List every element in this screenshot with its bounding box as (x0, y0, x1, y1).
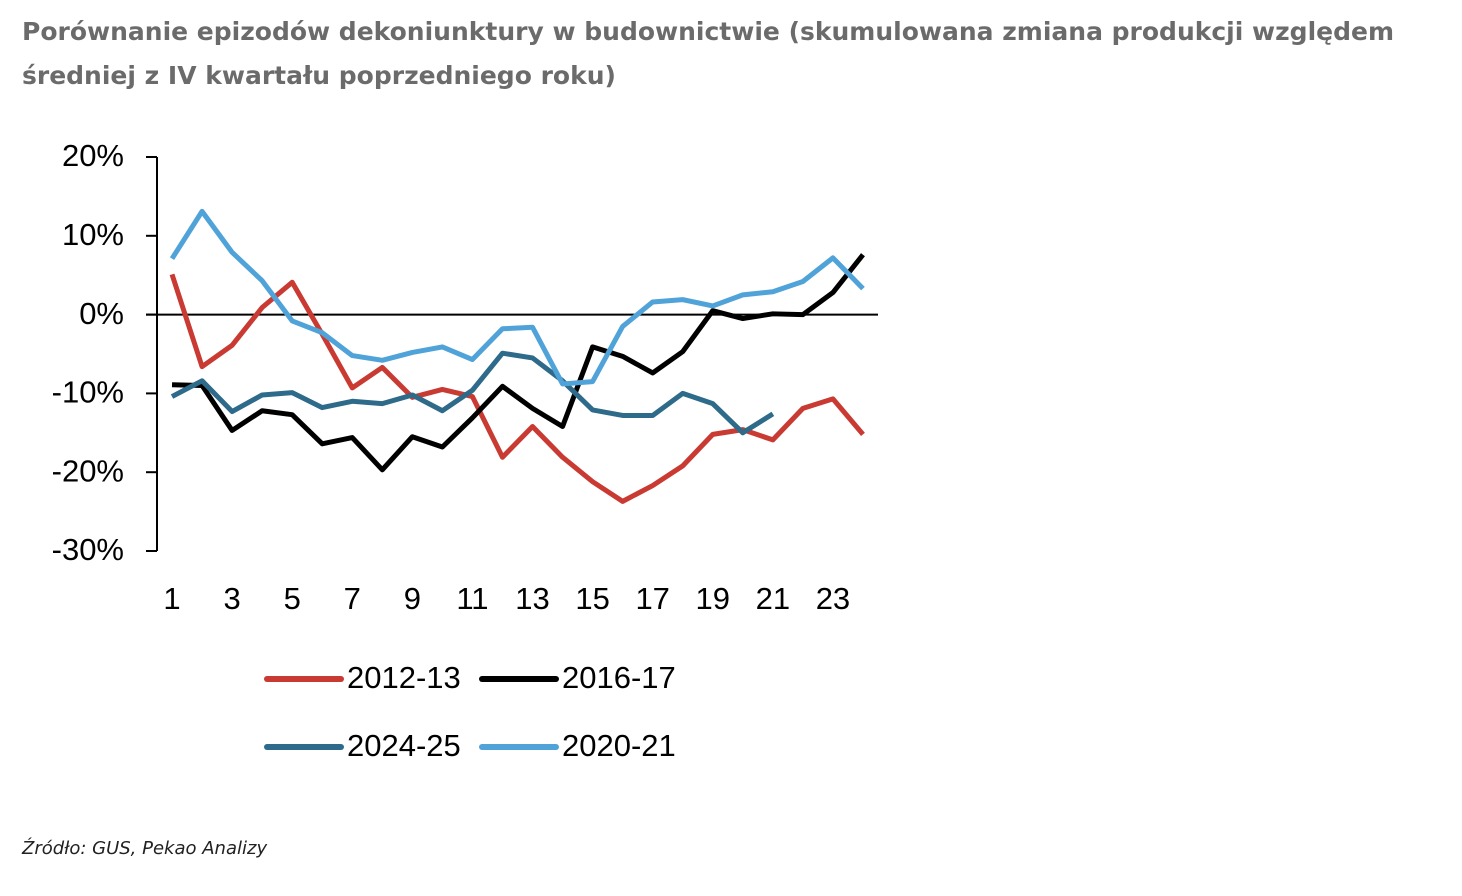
x-tick-label: 19 (696, 581, 730, 616)
x-tick-label: 17 (635, 581, 669, 616)
legend-label: 2012-13 (347, 660, 461, 695)
chart-title: Porównanie epizodów dekoniunktury w budo… (22, 17, 1394, 90)
legend-label: 2020-21 (562, 728, 676, 763)
x-tick-label: 23 (816, 581, 850, 616)
series-line (169, 273, 865, 504)
y-tick-label: -30% (52, 532, 124, 567)
y-tick-label: -20% (52, 453, 124, 488)
x-tick-label: 9 (404, 581, 421, 616)
x-tick-label: 13 (515, 581, 549, 616)
source: Źródło: GUS, Pekao Analizy (22, 838, 268, 859)
x-tick-label: 5 (284, 581, 301, 616)
x-tick-label: 21 (756, 581, 790, 616)
x-tick-label: 1 (163, 581, 180, 616)
x-tick-label: 7 (344, 581, 361, 616)
series-line (171, 253, 865, 473)
y-tick-label: 20% (62, 138, 124, 173)
legend-label: 2016-17 (562, 660, 676, 695)
series-line (169, 208, 865, 387)
legend-label: 2024-25 (347, 728, 461, 763)
series-line (170, 350, 775, 436)
y-tick-label: 10% (62, 217, 124, 252)
y-tick-label: -10% (52, 375, 124, 410)
x-tick-label: 15 (575, 581, 609, 616)
y-tick-label: 0% (79, 296, 124, 331)
x-tick-label: 3 (223, 581, 240, 616)
x-tick-label: 11 (456, 581, 488, 616)
